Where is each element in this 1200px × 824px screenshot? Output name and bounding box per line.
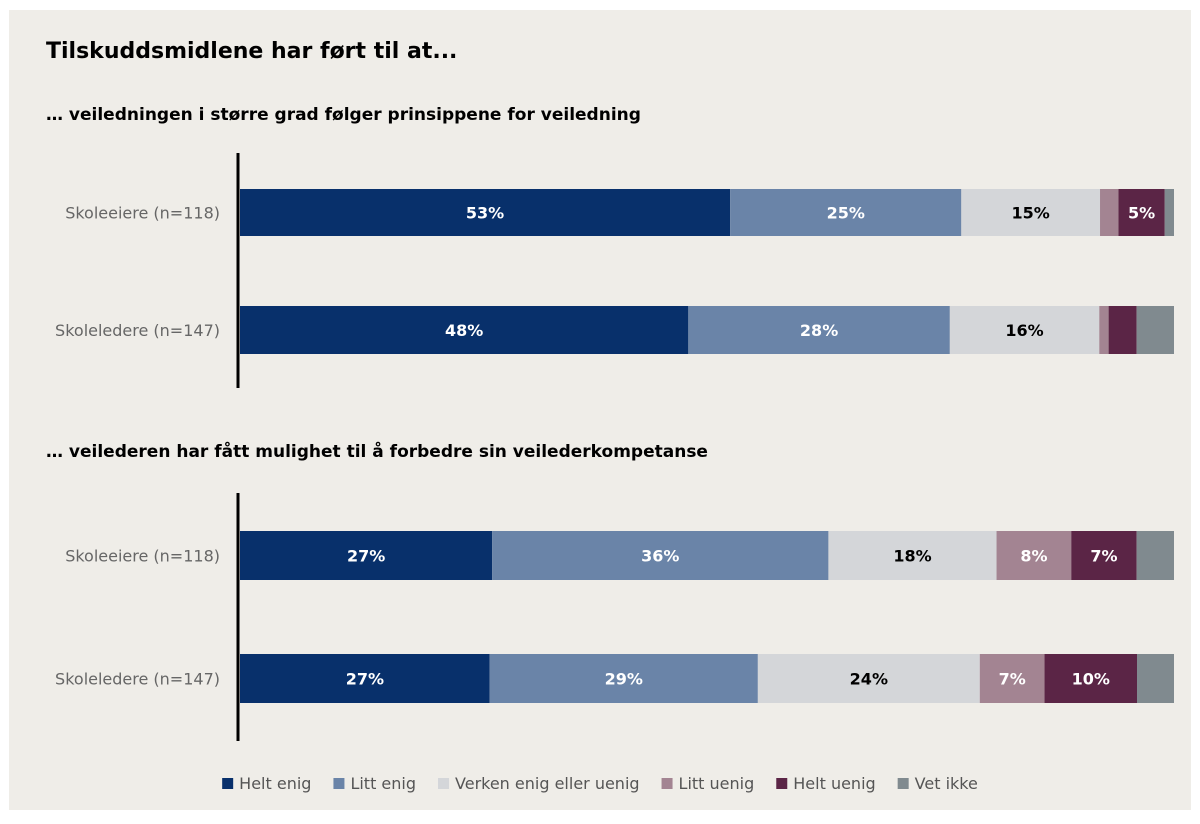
legend-item-helt-enig: Helt enig: [222, 774, 311, 793]
bar-segment-helt-enig: [240, 531, 493, 580]
bar-segment-helt-enig: [240, 654, 490, 703]
bar-segment-litt-uenig: [996, 531, 1072, 580]
category-label: Skoleledere (n=147): [55, 670, 220, 689]
data-label: 24%: [850, 670, 888, 689]
chart-panel-1: … veiledningen i større grad følger prin…: [46, 105, 1174, 388]
bar-segment-vet-ikke: [1136, 306, 1174, 354]
chart-panels: … veiledningen i større grad følger prin…: [46, 105, 1174, 741]
bar-segment-litt-uenig: [979, 654, 1045, 703]
category-label: Skoleeiere (n=118): [65, 204, 220, 223]
bar-segment-litt-enig: [730, 189, 962, 236]
legend-swatch: [222, 778, 234, 789]
data-label: 5%: [1128, 204, 1155, 223]
legend-swatch: [438, 778, 450, 789]
data-label: 28%: [800, 321, 838, 340]
bar-segment-verken-enig-eller-uenig: [961, 189, 1101, 236]
legend-label: Verken enig eller uenig: [455, 774, 640, 793]
data-label: 10%: [1072, 670, 1110, 689]
bar-segment-vet-ikke: [1164, 189, 1174, 236]
bar-segment-helt-uenig: [1118, 189, 1165, 236]
legend-swatch: [661, 778, 673, 789]
legend-item-litt-enig: Litt enig: [333, 774, 416, 793]
data-label: 18%: [893, 547, 931, 566]
data-label: 15%: [1012, 204, 1050, 223]
data-label: 27%: [346, 670, 384, 689]
legend-label: Helt enig: [239, 774, 311, 793]
legend-item-vet-ikke: Vet ikke: [897, 774, 978, 793]
chart-legend: Helt enig Litt enig Verken enig eller ueni…: [222, 774, 978, 793]
chart-title: Tilskuddsmidlene har ført til at...: [46, 39, 457, 64]
bar-segment-litt-uenig: [1100, 189, 1119, 236]
chart-panel-2: … veilederen har fått mulighet til å for…: [46, 440, 1174, 741]
bar-segment-litt-enig: [492, 531, 829, 580]
data-label: 8%: [1020, 547, 1047, 566]
data-label: 36%: [641, 547, 679, 566]
bar-segment-vet-ikke: [1136, 531, 1174, 580]
data-label: 16%: [1005, 321, 1043, 340]
legend-swatch: [333, 778, 345, 789]
legend-item-litt-uenig: Litt uenig: [661, 774, 755, 793]
data-label: 7%: [1090, 547, 1117, 566]
category-label: Skoleeiere (n=118): [65, 547, 220, 566]
bar-segment-helt-uenig: [1108, 306, 1137, 354]
legend-label: Helt uenig: [793, 774, 875, 793]
legend-label: Litt enig: [350, 774, 416, 793]
bar-segment-helt-uenig: [1044, 654, 1138, 703]
legend-item-helt-uenig: Helt uenig: [776, 774, 876, 793]
data-label: 53%: [466, 204, 504, 223]
bar-segment-litt-enig: [489, 654, 758, 703]
bar-segment-litt-enig: [688, 306, 950, 354]
legend-label: Litt uenig: [679, 774, 755, 793]
bar-segment-verken-enig-eller-uenig: [828, 531, 997, 580]
data-label: 27%: [347, 547, 385, 566]
data-label: 29%: [605, 670, 643, 689]
panel-subtitle: … veiledningen i større grad følger prin…: [46, 105, 641, 125]
legend-item-verken-enig-eller-uenig: Verken enig eller uenig: [438, 774, 640, 793]
category-label: Skoleledere (n=147): [55, 321, 220, 340]
bar-segment-litt-uenig: [1099, 306, 1109, 354]
data-label: 7%: [999, 670, 1026, 689]
legend-swatch: [776, 778, 788, 789]
bar-segment-vet-ikke: [1137, 654, 1174, 703]
bar-segment-helt-uenig: [1071, 531, 1137, 580]
legend-label: Vet ikke: [915, 774, 978, 793]
bar-segment-helt-enig: [240, 306, 689, 354]
bar-segment-verken-enig-eller-uenig: [757, 654, 980, 703]
data-label: 25%: [827, 204, 865, 223]
panel-subtitle: … veilederen har fått mulighet til å for…: [46, 440, 708, 462]
legend-swatch: [897, 778, 909, 789]
data-label: 48%: [445, 321, 483, 340]
bar-segment-helt-enig: [240, 189, 731, 236]
bar-segment-verken-enig-eller-uenig: [949, 306, 1100, 354]
